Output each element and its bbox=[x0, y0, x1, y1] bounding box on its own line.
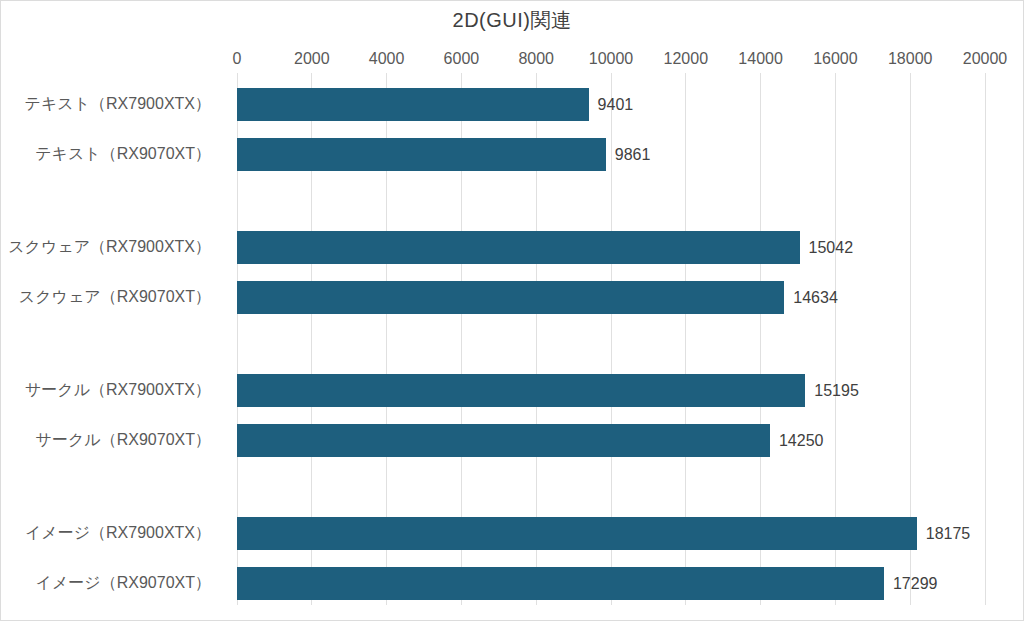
bar bbox=[237, 517, 917, 550]
bar-row: テキスト（RX9070XT） 9861 bbox=[0, 138, 1024, 171]
axis-tick-label: 14000 bbox=[738, 50, 783, 68]
bar-track: 15042 bbox=[237, 231, 985, 264]
category-label: スクウェア（RX7900XTX） bbox=[0, 237, 237, 258]
axis-tick-label: 0 bbox=[233, 50, 242, 68]
category-label: スクウェア（RX9070XT） bbox=[0, 287, 237, 308]
bar bbox=[237, 374, 805, 407]
value-label: 18175 bbox=[926, 525, 971, 543]
bar-track: 9861 bbox=[237, 138, 985, 171]
category-label: イメージ（RX9070XT） bbox=[0, 573, 237, 594]
axis-tick-label: 10000 bbox=[589, 50, 634, 68]
axis-tick-label: 8000 bbox=[518, 50, 554, 68]
value-label: 14634 bbox=[793, 289, 838, 307]
axis-tick-label: 16000 bbox=[813, 50, 858, 68]
value-label: 17299 bbox=[893, 575, 938, 593]
value-label: 14250 bbox=[779, 432, 824, 450]
bar-row: イメージ（RX9070XT） 17299 bbox=[0, 567, 1024, 600]
bar-track: 14634 bbox=[237, 281, 985, 314]
bar bbox=[237, 424, 770, 457]
value-label: 15042 bbox=[809, 239, 854, 257]
chart-title: 2D(GUI)関連 bbox=[0, 7, 1024, 34]
bar-track: 17299 bbox=[237, 567, 985, 600]
bar-chart: 2D(GUI)関連 0 2000 4000 6000 8000 10000 12000 140… bbox=[0, 0, 1024, 621]
bar bbox=[237, 138, 606, 171]
bar-row: イメージ（RX7900XTX） 18175 bbox=[0, 517, 1024, 550]
category-label: サークル（RX9070XT） bbox=[0, 430, 237, 451]
axis-tick-label: 2000 bbox=[294, 50, 330, 68]
value-axis: 0200040006000800010000120001400016000180… bbox=[237, 50, 985, 70]
bar-row: サークル（RX9070XT） 14250 bbox=[0, 424, 1024, 457]
axis-tick-label: 4000 bbox=[369, 50, 405, 68]
bar-row: サークル（RX7900XTX） 15195 bbox=[0, 374, 1024, 407]
bar-group: サークル（RX7900XTX） 15195 サークル（RX9070XT） 142… bbox=[0, 374, 1024, 457]
bar-group: イメージ（RX7900XTX） 18175 イメージ（RX9070XT） 172… bbox=[0, 517, 1024, 600]
value-label: 9401 bbox=[598, 96, 634, 114]
category-label: サークル（RX7900XTX） bbox=[0, 380, 237, 401]
bar-row: スクウェア（RX9070XT） 14634 bbox=[0, 281, 1024, 314]
bar-track: 14250 bbox=[237, 424, 985, 457]
bar-row: スクウェア（RX7900XTX） 15042 bbox=[0, 231, 1024, 264]
category-label: テキスト（RX7900XTX） bbox=[0, 94, 237, 115]
bar-row: テキスト（RX7900XTX） 9401 bbox=[0, 88, 1024, 121]
axis-tick-label: 20000 bbox=[963, 50, 1008, 68]
axis-tick-label: 18000 bbox=[888, 50, 933, 68]
category-label: テキスト（RX9070XT） bbox=[0, 144, 237, 165]
bar-group: スクウェア（RX7900XTX） 15042 スクウェア（RX9070XT） 1… bbox=[0, 231, 1024, 314]
bar-track: 9401 bbox=[237, 88, 985, 121]
bar-track: 15195 bbox=[237, 374, 985, 407]
bar-rows-container: テキスト（RX7900XTX） 9401 テキスト（RX9070XT） 9861… bbox=[0, 73, 1024, 600]
bar bbox=[237, 88, 589, 121]
bar bbox=[237, 281, 784, 314]
axis-tick-label: 6000 bbox=[444, 50, 480, 68]
axis-tick-label: 12000 bbox=[664, 50, 709, 68]
bar-group: テキスト（RX7900XTX） 9401 テキスト（RX9070XT） 9861 bbox=[0, 88, 1024, 171]
value-label: 9861 bbox=[615, 146, 651, 164]
value-label: 15195 bbox=[814, 382, 859, 400]
bar-track: 18175 bbox=[237, 517, 985, 550]
bar bbox=[237, 567, 884, 600]
category-label: イメージ（RX7900XTX） bbox=[0, 523, 237, 544]
bar bbox=[237, 231, 800, 264]
